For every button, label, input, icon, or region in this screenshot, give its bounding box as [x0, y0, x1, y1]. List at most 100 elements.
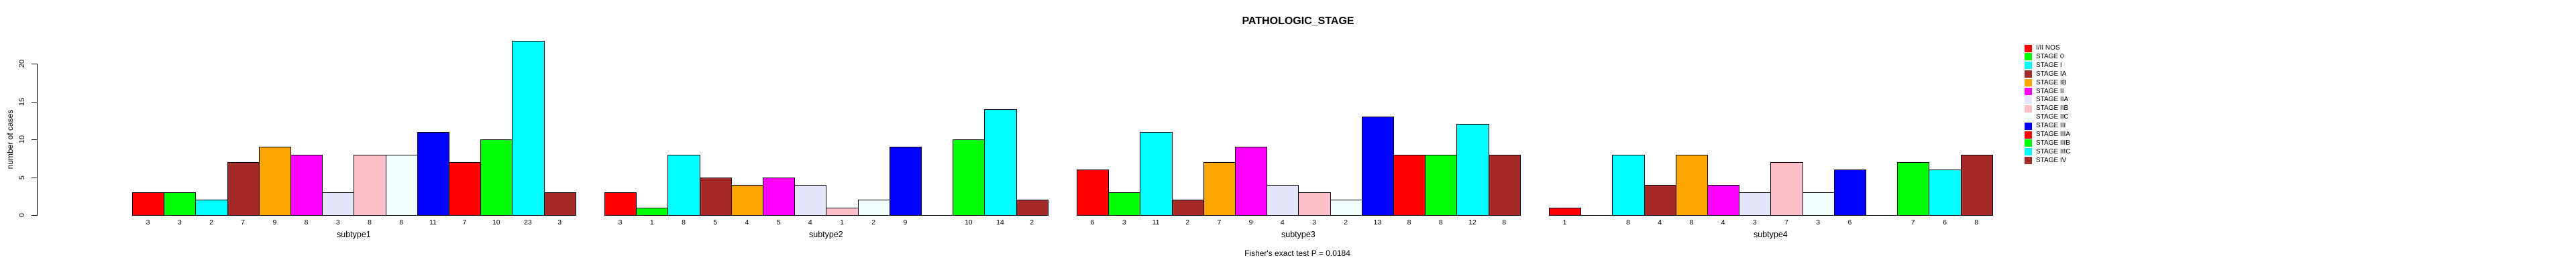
legend-label: STAGE IIB [2036, 105, 2069, 113]
bar-subtype3-stage-ia [1171, 200, 1204, 216]
legend-item-stage-iii: STAGE III [2025, 122, 2065, 131]
legend-label: STAGE III [2036, 122, 2066, 130]
bar-count-label: 11 [1152, 218, 1160, 226]
legend-label: I/II NOS [2036, 44, 2060, 52]
legend-swatch [2025, 96, 2032, 104]
bar-subtype3-stage-iic [1330, 200, 1362, 216]
bar-subtype3-i-ii-nos [1077, 170, 1110, 216]
bar-subtype4-stage-iib [1770, 161, 1803, 216]
bar-subtype3-stage-iib [1298, 192, 1331, 216]
y-tick-label: 20 [18, 59, 26, 68]
bar-subtype1-stage-iv [543, 192, 576, 216]
bar-subtype2-i-ii-nos [604, 192, 637, 216]
bar-count-label: 1 [1562, 218, 1567, 226]
legend-item-i-ii-nos: I/II NOS [2025, 44, 2060, 53]
bar-count-label: 4 [745, 218, 749, 226]
bar-subtype4-stage-iiib [1897, 161, 1930, 216]
bar-count-label: 8 [304, 218, 309, 226]
bar-subtype2-stage-iiic [984, 109, 1017, 216]
bar-count-label: 6 [1090, 218, 1095, 226]
bar-count-label: 2 [1185, 218, 1190, 226]
bar-count-label: 8 [1502, 218, 1507, 226]
legend-label: STAGE IB [2036, 78, 2067, 86]
bar-subtype1-stage-ii [290, 154, 323, 216]
bar-count-label: 3 [335, 218, 340, 226]
bar-subtype2-stage-iii [889, 147, 922, 216]
bar-count-label: 8 [1974, 218, 1979, 226]
bar-count-label: 4 [1658, 218, 1662, 226]
bar-count-label: 2 [209, 218, 213, 226]
legend-label: STAGE IIA [2036, 96, 2069, 104]
bar-subtype4-stage-i [1612, 154, 1645, 216]
legend-item-stage-iiic: STAGE IIIC [2025, 147, 2071, 156]
bar-subtype4-stage-iic [1802, 192, 1835, 216]
bar-count-label: 12 [1468, 218, 1477, 226]
bar-subtype3-stage-0 [1108, 192, 1141, 216]
bar-count-label: 3 [618, 218, 623, 226]
legend-swatch [2025, 62, 2032, 70]
bar-count-label: 7 [1784, 218, 1788, 226]
legend-item-stage-iic: STAGE IIC [2025, 113, 2069, 122]
legend-item-stage-ii: STAGE II [2025, 87, 2064, 96]
legend-item-stage-iv: STAGE IV [2025, 156, 2066, 165]
bar-subtype3-stage-iiib [1425, 154, 1458, 216]
y-tick-label: 0 [18, 212, 26, 218]
legend-item-stage-ib: STAGE IB [2025, 78, 2066, 87]
legend-swatch [2025, 88, 2032, 95]
bar-count-label: 9 [1248, 218, 1253, 226]
legend-label: STAGE IIC [2036, 113, 2069, 121]
group-label-subtype4: subtype4 [1754, 230, 1788, 239]
bar-subtype1-stage-i [195, 200, 228, 216]
legend-label: STAGE IIIC [2036, 147, 2071, 155]
bar-subtype1-stage-iic [385, 154, 418, 216]
bar-count-label: 3 [557, 218, 562, 226]
bar-subtype3-stage-iiic [1456, 124, 1489, 216]
bar-subtype1-i-ii-nos [132, 192, 165, 216]
bar-subtype2-stage-iiib [953, 139, 985, 216]
bar-count-label: 7 [1911, 218, 1915, 226]
bar-subtype2-stage-0 [636, 207, 669, 216]
bar-count-label: 3 [1816, 218, 1821, 226]
bar-subtype4-stage-iv [1960, 154, 1993, 216]
group-label-subtype2: subtype2 [809, 230, 843, 239]
bar-subtype2-stage-i [667, 154, 700, 216]
bar-subtype2-stage-ii [763, 177, 796, 216]
chart-title: PATHOLOGIC_STAGE [1242, 15, 1354, 27]
y-tick-label: 10 [18, 135, 26, 144]
bar-subtype4-stage-ii [1707, 184, 1740, 216]
bar-subtype2-stage-ib [731, 184, 763, 216]
legend-swatch [2025, 70, 2032, 78]
y-axis-line [37, 64, 38, 216]
bar-count-label: 5 [713, 218, 718, 226]
legend-swatch [2025, 44, 2032, 52]
y-axis-title: number of cases [5, 109, 15, 170]
bar-subtype2-stage-iia [794, 184, 827, 216]
bar-count-label: 1 [840, 218, 844, 226]
bar-count-label: 7 [1217, 218, 1222, 226]
legend-item-stage-i: STAGE I [2025, 61, 2062, 70]
legend-item-stage-ia: STAGE IA [2025, 70, 2066, 78]
bar-subtype2-stage-iib [826, 207, 859, 216]
legend-label: STAGE IV [2036, 156, 2067, 164]
legend-swatch [2025, 122, 2032, 130]
legend-swatch [2025, 105, 2032, 113]
bar-count-label: 3 [177, 218, 182, 226]
bar-subtype2-stage-iv [1016, 200, 1049, 216]
bar-count-label: 8 [399, 218, 404, 226]
bar-subtype1-stage-iia [322, 192, 355, 216]
bar-subtype3-stage-iv [1488, 154, 1521, 216]
legend-item-stage-0: STAGE 0 [2025, 52, 2064, 61]
bar-count-label: 2 [1030, 218, 1034, 226]
bar-count-label: 8 [1407, 218, 1411, 226]
bar-subtype4-stage-ib [1675, 154, 1708, 216]
bar-count-label: 6 [1943, 218, 1947, 226]
legend-swatch [2025, 113, 2032, 121]
bar-subtype1-stage-iiic [512, 41, 545, 216]
bar-subtype3-stage-iiia [1393, 154, 1426, 216]
bar-subtype1-stage-ia [227, 161, 260, 216]
bar-subtype1-stage-iiia [449, 161, 482, 216]
legend-swatch [2025, 131, 2032, 139]
group-label-subtype1: subtype1 [337, 230, 371, 239]
bar-count-label: 4 [808, 218, 812, 226]
bar-subtype1-stage-ib [258, 147, 291, 216]
